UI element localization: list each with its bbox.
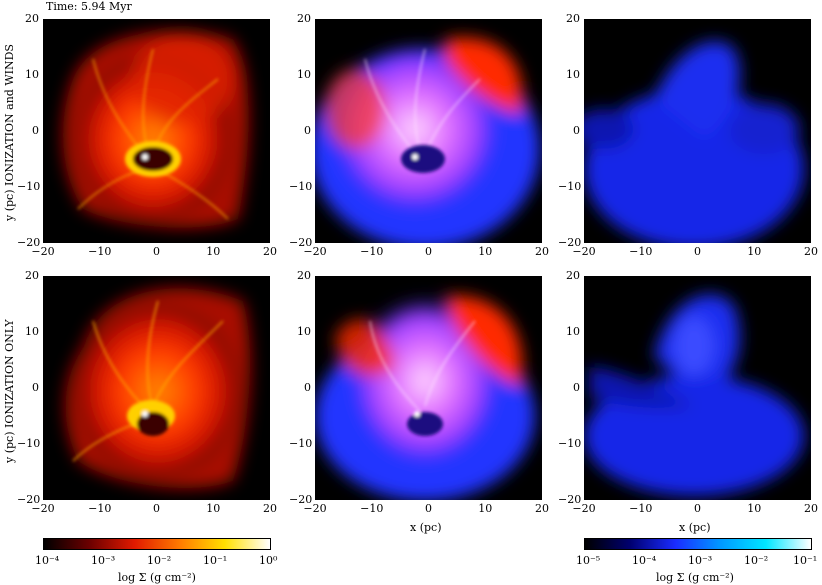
y-tick-label: 20: [25, 12, 39, 25]
panel-gas-density-winds: [43, 19, 270, 243]
colorbar-left-tick: 10⁻⁴: [35, 554, 60, 567]
x-tick-label: 10: [206, 245, 221, 258]
x-tick-label: 10: [747, 502, 762, 515]
x-tick-label: 0: [153, 245, 160, 258]
x-tick-label: 20: [535, 245, 549, 258]
y-tick-label: 20: [566, 269, 580, 282]
y-tick-label: −10: [289, 180, 313, 193]
panel-gas-density-ionization: [43, 276, 270, 500]
y-tick-label: 0: [32, 124, 39, 137]
colorbar-left-tick: 10⁰: [259, 554, 278, 567]
y-tick-label: 10: [25, 68, 39, 81]
x-tick-label: −20: [303, 502, 327, 515]
x-tick-label: 20: [263, 502, 277, 515]
x-axis-label-middle: x (pc): [410, 521, 442, 534]
y-tick-label: 0: [304, 381, 311, 394]
x-tick-label: −20: [31, 502, 55, 515]
y-tick-label: −20: [17, 236, 41, 249]
x-tick-label: −20: [31, 245, 55, 258]
x-tick-label: 10: [747, 245, 762, 258]
y-tick-label: 20: [297, 269, 311, 282]
y-tick-label: −20: [289, 493, 313, 506]
colorbar-right-label: log Σ (g cm⁻²): [656, 571, 734, 584]
colorbar-left-tick: 10⁻²: [147, 554, 172, 567]
colorbar-right-tick: 10⁻²: [744, 554, 769, 567]
y-tick-label: 10: [25, 325, 39, 338]
colorbar-left-tick: 10⁻¹: [203, 554, 228, 567]
x-tick-label: 0: [425, 502, 432, 515]
x-tick-label: 20: [535, 502, 549, 515]
colorbar-left-tick: 10⁻³: [91, 554, 116, 567]
row-label-ionization-only: y (pc) IONIZATION ONLY: [3, 319, 16, 463]
y-tick-label: 0: [32, 381, 39, 394]
y-tick-label: 20: [297, 12, 311, 25]
x-tick-label: −10: [360, 245, 384, 258]
y-tick-label: 20: [566, 12, 580, 25]
x-tick-label: 0: [694, 502, 701, 515]
x-axis-label-right: x (pc): [679, 521, 711, 534]
panel-composite-winds: [315, 19, 542, 243]
panel-hot-gas-ionization: [584, 276, 811, 500]
x-tick-label: −10: [88, 245, 112, 258]
x-tick-label: −20: [303, 245, 327, 258]
y-tick-label: −20: [558, 236, 582, 249]
y-tick-label: −20: [17, 493, 41, 506]
x-tick-label: 20: [263, 245, 277, 258]
x-tick-label: −10: [360, 502, 384, 515]
y-tick-label: 10: [297, 325, 311, 338]
y-tick-label: −10: [17, 180, 41, 193]
colorbar-hot-gas: [584, 538, 812, 550]
y-tick-label: −10: [289, 437, 313, 450]
colorbar-density: [43, 538, 271, 550]
x-tick-label: 20: [804, 502, 818, 515]
x-tick-label: −10: [629, 502, 653, 515]
y-tick-label: 0: [573, 381, 580, 394]
y-tick-label: 10: [297, 68, 311, 81]
panel-hot-gas-winds: [584, 19, 811, 243]
x-tick-label: 10: [478, 502, 493, 515]
x-tick-label: −10: [88, 502, 112, 515]
x-tick-label: 20: [804, 245, 818, 258]
x-tick-label: 0: [694, 245, 701, 258]
x-tick-label: 10: [478, 245, 493, 258]
y-tick-label: −10: [558, 180, 582, 193]
y-tick-label: 10: [566, 325, 580, 338]
colorbar-right-tick: 10⁻¹: [793, 554, 818, 567]
colorbar-right-tick: 10⁻⁵: [576, 554, 601, 567]
y-tick-label: −10: [17, 437, 41, 450]
x-tick-label: −20: [572, 245, 596, 258]
colorbar-right-tick: 10⁻³: [688, 554, 713, 567]
time-label: Time: 5.94 Myr: [46, 0, 132, 13]
y-tick-label: −20: [558, 493, 582, 506]
colorbar-right-tick: 10⁻⁴: [632, 554, 657, 567]
x-tick-label: 0: [153, 502, 160, 515]
panel-composite-ionization: [315, 276, 542, 500]
x-tick-label: −20: [572, 502, 596, 515]
y-tick-label: 20: [25, 269, 39, 282]
row-label-winds: y (pc) IONIZATION and WINDS: [3, 44, 16, 221]
y-tick-label: −10: [558, 437, 582, 450]
y-tick-label: 0: [304, 124, 311, 137]
colorbar-left-label: log Σ (g cm⁻²): [118, 571, 196, 584]
x-tick-label: 10: [206, 502, 221, 515]
y-tick-label: 10: [566, 68, 580, 81]
y-tick-label: 0: [573, 124, 580, 137]
x-tick-label: −10: [629, 245, 653, 258]
y-tick-label: −20: [289, 236, 313, 249]
x-tick-label: 0: [425, 245, 432, 258]
